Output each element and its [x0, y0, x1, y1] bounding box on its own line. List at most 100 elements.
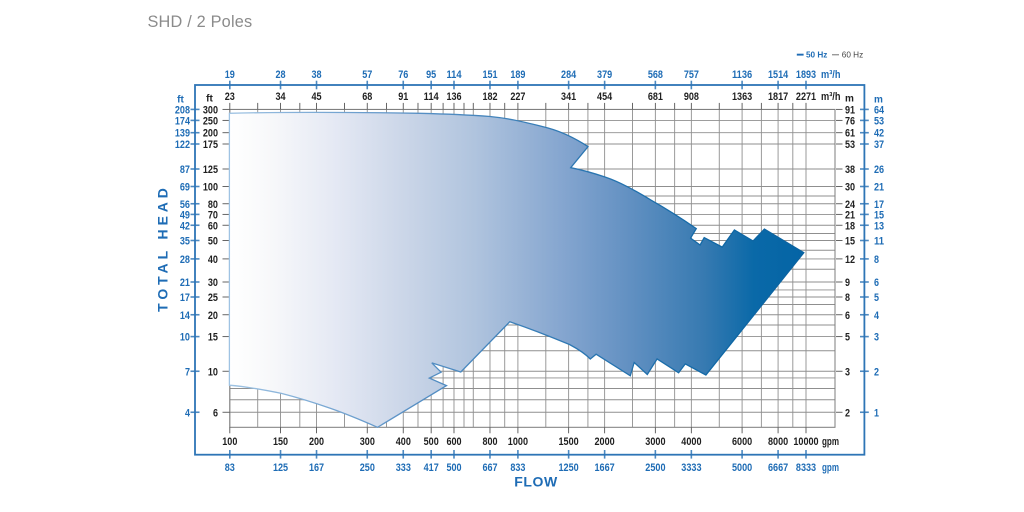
svg-text:21: 21 — [180, 277, 190, 289]
svg-text:15: 15 — [208, 332, 218, 344]
svg-text:4000: 4000 — [681, 436, 701, 448]
svg-text:417: 417 — [424, 462, 439, 474]
svg-text:17: 17 — [874, 199, 884, 211]
svg-text:m: m — [845, 94, 854, 105]
svg-text:200: 200 — [309, 436, 324, 448]
svg-text:681: 681 — [648, 91, 663, 103]
svg-text:341: 341 — [561, 91, 576, 103]
svg-text:100: 100 — [222, 436, 237, 448]
svg-text:23: 23 — [225, 91, 235, 103]
svg-text:757: 757 — [684, 69, 699, 81]
svg-text:122: 122 — [175, 139, 190, 151]
svg-text:167: 167 — [309, 462, 324, 474]
svg-text:SHD / 2 Poles: SHD / 2 Poles — [148, 13, 253, 31]
svg-text:6000: 6000 — [732, 436, 752, 448]
svg-text:500: 500 — [424, 436, 439, 448]
svg-text:10: 10 — [180, 332, 190, 344]
svg-text:2500: 2500 — [645, 462, 665, 474]
svg-text:150: 150 — [273, 436, 288, 448]
svg-text:1667: 1667 — [595, 462, 615, 474]
svg-text:667: 667 — [482, 462, 497, 474]
svg-text:30: 30 — [845, 182, 855, 194]
svg-text:56: 56 — [180, 199, 190, 211]
svg-text:91: 91 — [845, 104, 855, 116]
svg-text:114: 114 — [424, 91, 440, 103]
svg-text:m³/h: m³/h — [821, 91, 841, 103]
svg-text:1: 1 — [874, 407, 879, 419]
svg-text:57: 57 — [362, 69, 372, 81]
svg-text:125: 125 — [203, 164, 218, 176]
svg-text:50 Hz: 50 Hz — [806, 51, 827, 60]
svg-text:4: 4 — [185, 407, 191, 419]
svg-text:18: 18 — [845, 220, 855, 232]
svg-text:1000: 1000 — [508, 436, 528, 448]
svg-text:40: 40 — [208, 254, 218, 266]
svg-text:15: 15 — [845, 236, 855, 248]
svg-text:300: 300 — [203, 104, 218, 116]
svg-text:45: 45 — [311, 91, 321, 103]
svg-text:61: 61 — [845, 128, 855, 140]
svg-text:800: 800 — [482, 436, 497, 448]
svg-text:68: 68 — [362, 91, 372, 103]
svg-text:19: 19 — [225, 69, 235, 81]
svg-text:76: 76 — [845, 115, 855, 127]
svg-text:833: 833 — [510, 462, 525, 474]
svg-text:87: 87 — [180, 164, 190, 176]
svg-text:21: 21 — [845, 209, 855, 221]
svg-text:1136: 1136 — [732, 69, 752, 81]
svg-text:8: 8 — [874, 254, 879, 266]
svg-text:20: 20 — [208, 310, 218, 322]
svg-text:151: 151 — [482, 69, 497, 81]
svg-text:8000: 8000 — [768, 436, 788, 448]
svg-text:28: 28 — [180, 254, 190, 266]
svg-text:250: 250 — [360, 462, 375, 474]
svg-text:200: 200 — [203, 128, 218, 140]
svg-text:35: 35 — [180, 236, 190, 248]
svg-text:91: 91 — [398, 91, 408, 103]
svg-text:11: 11 — [874, 236, 884, 248]
svg-text:208: 208 — [175, 104, 190, 116]
svg-text:83: 83 — [225, 462, 235, 474]
svg-text:ft: ft — [206, 94, 213, 105]
svg-text:1500: 1500 — [559, 436, 579, 448]
svg-text:53: 53 — [874, 115, 884, 127]
svg-text:17: 17 — [180, 292, 190, 304]
svg-text:FLOW: FLOW — [514, 474, 558, 490]
svg-text:182: 182 — [482, 91, 497, 103]
svg-text:5: 5 — [845, 332, 850, 344]
svg-text:13: 13 — [874, 220, 884, 232]
svg-text:37: 37 — [874, 139, 884, 151]
svg-text:454: 454 — [597, 91, 613, 103]
svg-text:125: 125 — [273, 462, 288, 474]
svg-text:28: 28 — [275, 69, 285, 81]
svg-text:600: 600 — [446, 436, 461, 448]
svg-text:60 Hz: 60 Hz — [842, 51, 863, 60]
svg-text:34: 34 — [275, 91, 286, 103]
svg-text:60: 60 — [208, 220, 218, 232]
svg-text:1817: 1817 — [768, 91, 788, 103]
svg-text:80: 80 — [208, 199, 218, 211]
svg-text:100: 100 — [203, 182, 218, 194]
svg-text:24: 24 — [845, 199, 856, 211]
svg-text:50: 50 — [208, 236, 218, 248]
svg-text:2: 2 — [845, 407, 850, 419]
svg-text:114: 114 — [446, 69, 462, 81]
svg-text:95: 95 — [426, 69, 436, 81]
svg-text:15: 15 — [874, 209, 884, 221]
svg-text:3: 3 — [874, 332, 879, 344]
svg-text:ft: ft — [177, 94, 184, 105]
svg-text:25: 25 — [208, 292, 218, 304]
svg-text:53: 53 — [845, 139, 855, 151]
svg-text:3333: 3333 — [681, 462, 701, 474]
svg-text:6: 6 — [874, 277, 879, 289]
svg-text:500: 500 — [446, 462, 461, 474]
svg-text:6667: 6667 — [768, 462, 788, 474]
svg-text:gpm: gpm — [822, 436, 839, 448]
svg-text:42: 42 — [874, 128, 884, 140]
svg-text:250: 250 — [203, 115, 218, 127]
svg-text:5: 5 — [874, 292, 879, 304]
svg-text:333: 333 — [396, 462, 411, 474]
svg-text:10: 10 — [208, 366, 218, 378]
svg-text:70: 70 — [208, 209, 218, 221]
svg-text:568: 568 — [648, 69, 663, 81]
